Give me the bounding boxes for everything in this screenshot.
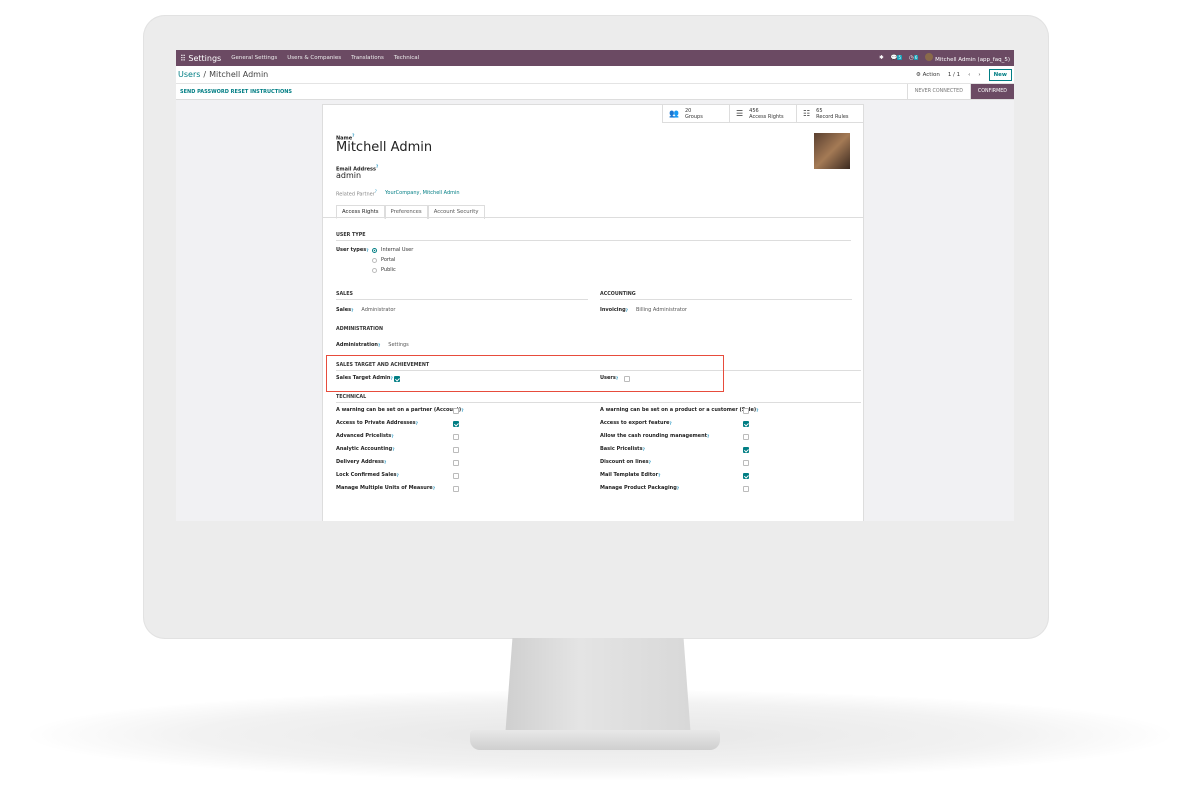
technical-label: Delivery Address? — [336, 459, 387, 465]
section-accounting: ACCOUNTING — [600, 292, 852, 300]
invoicing-field[interactable]: Invoicing? Billing Administrator — [600, 307, 687, 313]
access-rights-button[interactable]: ☰ 456 Access Rights — [729, 105, 796, 123]
highlight-box — [326, 355, 724, 392]
section-user-type: USER TYPE — [336, 233, 851, 241]
name-label: Name? — [336, 133, 355, 142]
technical-label: Discount on lines? — [600, 459, 651, 465]
technical-checkbox[interactable] — [453, 434, 459, 440]
pager-prev-button[interactable]: ‹ — [968, 71, 971, 78]
technical-checkbox[interactable] — [453, 408, 459, 414]
technical-checkbox[interactable] — [743, 421, 749, 427]
technical-label: Allow the cash rounding management? — [600, 433, 710, 439]
technical-label: A warning can be set on a partner (Accou… — [336, 407, 464, 413]
send-reset-button[interactable]: SEND PASSWORD RESET INSTRUCTIONS — [180, 88, 293, 95]
administration-field[interactable]: Administration? Settings — [336, 342, 409, 348]
user-types-label: User types? — [336, 247, 369, 253]
pager-next-button[interactable]: › — [978, 71, 981, 78]
related-partner-label: Related Partner? — [336, 189, 377, 198]
new-button[interactable]: New — [988, 68, 1012, 81]
email-field[interactable]: admin — [336, 171, 362, 180]
technical-checkbox[interactable] — [743, 408, 749, 414]
radio-public[interactable]: Public — [372, 267, 396, 273]
technical-label: Manage Product Packaging? — [600, 485, 680, 491]
bug-icon[interactable]: ✱ — [879, 55, 884, 61]
technical-label: Access to Private Addresses? — [336, 420, 418, 426]
sales-target-admin-label: Sales Target Admin? — [336, 375, 393, 381]
sales-target-admin-checkbox[interactable] — [394, 376, 400, 382]
user-photo[interactable] — [814, 133, 850, 169]
monitor-stand — [505, 638, 691, 738]
avatar — [925, 53, 934, 61]
monitor-base — [470, 730, 720, 750]
chat-icon[interactable]: 💬5 — [890, 55, 903, 61]
technical-checkbox[interactable] — [453, 460, 459, 466]
status-bar: SEND PASSWORD RESET INSTRUCTIONS NEVER C… — [176, 84, 1014, 100]
menu-users-companies[interactable]: Users & Companies — [287, 55, 342, 61]
section-sales: SALES — [336, 292, 588, 300]
section-sales-target: SALES TARGET AND ACHIEVEMENT — [336, 363, 861, 371]
tab-account-security[interactable]: Account Security — [427, 205, 485, 219]
users-checkbox[interactable] — [624, 376, 630, 382]
breadcrumb-current: Mitchell Admin — [209, 70, 269, 79]
technical-label: Manage Multiple Units of Measure? — [336, 485, 436, 491]
tabs: Access Rights Preferences Account Securi… — [336, 205, 485, 219]
tabs-divider — [323, 217, 863, 218]
technical-checkbox[interactable] — [743, 473, 749, 479]
activity-icon[interactable]: ◷6 — [909, 55, 919, 61]
smart-buttons: 👥 20 Groups ☰ 456 Access Rights ☷ 65 Record Ru… — [662, 105, 863, 123]
top-navbar: ⠿ Settings General Settings Users & Comp… — [176, 50, 1014, 66]
chat-badge: 5 — [897, 55, 903, 60]
action-button[interactable]: ⚙ Action — [915, 71, 940, 78]
grid-icon: ⠿ — [180, 53, 189, 63]
activity-badge: 6 — [913, 55, 919, 60]
section-administration: ADMINISTRATION — [336, 327, 383, 332]
technical-label: A warning can be set on a product or a c… — [600, 407, 759, 413]
radio-portal[interactable]: Portal — [372, 257, 395, 263]
menu-general-settings[interactable]: General Settings — [231, 55, 278, 61]
control-panel: Users / Mitchell Admin ⚙ Action 1 / 1 ‹ … — [176, 66, 1014, 84]
technical-checkbox[interactable] — [743, 486, 749, 492]
tab-access-rights[interactable]: Access Rights — [336, 205, 385, 219]
technical-label: Advanced Pricelists? — [336, 433, 394, 439]
technical-label: Access to export feature? — [600, 420, 672, 426]
list-icon: ☰ — [736, 108, 744, 118]
stage-never-connected[interactable]: NEVER CONNECTED — [906, 84, 970, 99]
technical-checkbox[interactable] — [453, 473, 459, 479]
groups-button[interactable]: 👥 20 Groups — [662, 105, 729, 123]
form-sheet: 👥 20 Groups ☰ 456 Access Rights ☷ 65 Record Ru… — [322, 104, 864, 521]
record-rules-button[interactable]: ☷ 65 Record Rules — [796, 105, 863, 123]
user-menu[interactable]: Mitchell Admin (app_faq_5) — [925, 53, 1010, 63]
app-menu[interactable]: ⠿ Settings — [180, 53, 222, 63]
technical-label: Basic Pricelists? — [600, 446, 645, 452]
technical-checkbox[interactable] — [743, 460, 749, 466]
name-field[interactable]: Mitchell Admin — [336, 140, 433, 155]
technical-label: Mail Template Editor? — [600, 472, 661, 478]
list-ul-icon: ☷ — [803, 108, 811, 118]
technical-checkbox[interactable] — [453, 421, 459, 427]
breadcrumb-separator: / — [203, 70, 207, 79]
technical-label: Lock Confirmed Sales? — [336, 472, 399, 478]
sales-field[interactable]: Sales? Administrator — [336, 307, 396, 313]
technical-checkbox[interactable] — [453, 447, 459, 453]
email-label: Email Address? — [336, 164, 379, 173]
radio-internal-user[interactable]: Internal User — [372, 247, 413, 253]
menu-technical[interactable]: Technical — [393, 55, 420, 61]
related-partner-link[interactable]: YourCompany, Mitchell Admin — [385, 190, 460, 196]
screen: ⠿ Settings General Settings Users & Comp… — [176, 50, 1014, 521]
section-technical: TECHNICAL — [336, 395, 861, 403]
tab-preferences[interactable]: Preferences — [384, 205, 428, 219]
breadcrumb-users[interactable]: Users — [178, 70, 201, 79]
users-label: Users? — [600, 375, 619, 381]
pager-value[interactable]: 1 / 1 — [947, 71, 961, 78]
technical-checkbox[interactable] — [453, 486, 459, 492]
technical-label: Analytic Accounting? — [336, 446, 395, 452]
menu-translations[interactable]: Translations — [351, 55, 384, 61]
technical-checkbox[interactable] — [743, 434, 749, 440]
technical-checkbox[interactable] — [743, 447, 749, 453]
stage-confirmed[interactable]: CONFIRMED — [969, 84, 1014, 99]
users-icon: 👥 — [669, 108, 679, 118]
